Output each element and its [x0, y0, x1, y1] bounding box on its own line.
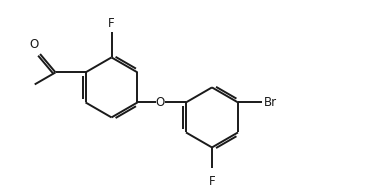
Text: F: F	[108, 17, 115, 30]
Text: O: O	[29, 38, 38, 51]
Text: O: O	[155, 96, 165, 109]
Text: Br: Br	[264, 96, 277, 109]
Text: F: F	[209, 175, 215, 188]
